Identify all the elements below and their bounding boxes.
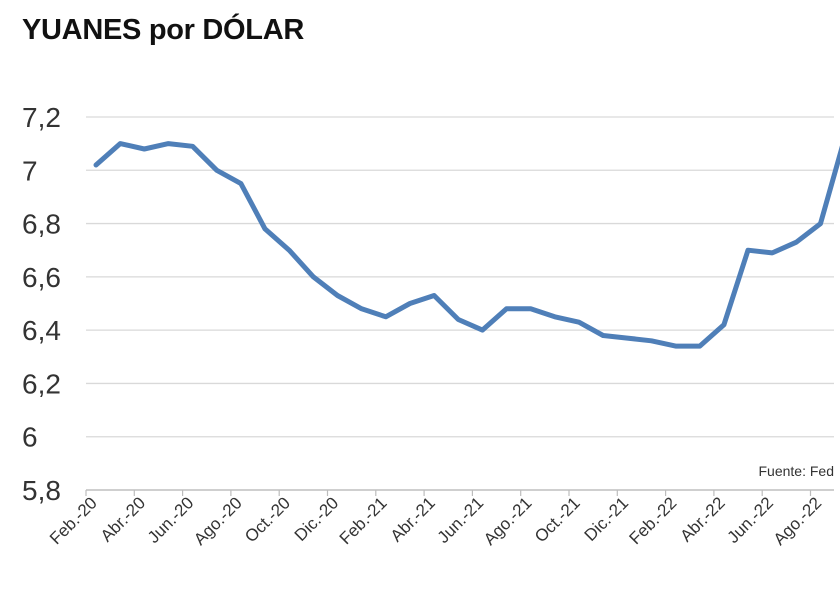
x-tick-label: Ago.-22: [770, 493, 826, 549]
y-tick-label: 7,2: [22, 102, 61, 133]
gridlines: [86, 116, 834, 491]
series-line: [93, 141, 840, 349]
y-tick-label: 5,8: [22, 475, 61, 506]
x-tick-label: Jun.-21: [434, 493, 488, 547]
x-tick-label: Jun.-22: [723, 493, 777, 547]
x-tick-label: Oct.-20: [241, 493, 294, 546]
series-group: [93, 141, 840, 349]
y-axis: 5,8 6 6,2 6,4 6,6 6,8 7 7,2: [22, 102, 61, 506]
x-tick-label: Feb.-22: [626, 493, 681, 548]
x-tick-label: Abr.-20: [97, 493, 149, 545]
x-tick-label: Feb.-21: [336, 493, 391, 548]
source-note: Fuente: Fed: [759, 463, 835, 479]
y-tick-label: 6,4: [22, 315, 61, 346]
x-tick-label: Ago.-20: [190, 493, 246, 549]
x-tick-label: Ago.-21: [480, 493, 536, 549]
y-tick-label: 7: [22, 155, 38, 186]
y-tick-label: 6,6: [22, 262, 61, 293]
y-tick-label: 6: [22, 422, 38, 453]
y-tick-label: 6,8: [22, 209, 61, 240]
x-tick-label: Abr.-21: [387, 493, 439, 545]
x-tick-label: Abr.-22: [677, 493, 729, 545]
y-tick-label: 6,2: [22, 368, 61, 399]
x-tick-label: Dic.-21: [581, 493, 633, 545]
x-tick-label: Oct.-21: [531, 493, 584, 546]
x-tick-label: Dic.-20: [291, 493, 343, 545]
x-axis: Feb.-20Abr.-20Jun.-20Ago.-20Oct.-20Dic.-…: [46, 489, 834, 549]
chart-title: YUANES por DÓLAR: [22, 14, 304, 46]
x-tick-label: Jun.-20: [144, 493, 198, 547]
